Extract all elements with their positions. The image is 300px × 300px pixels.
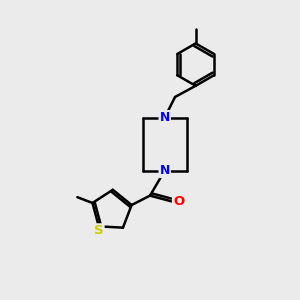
- Text: N: N: [160, 164, 170, 177]
- Text: O: O: [173, 195, 184, 208]
- Text: S: S: [94, 224, 104, 237]
- Text: N: N: [160, 111, 170, 124]
